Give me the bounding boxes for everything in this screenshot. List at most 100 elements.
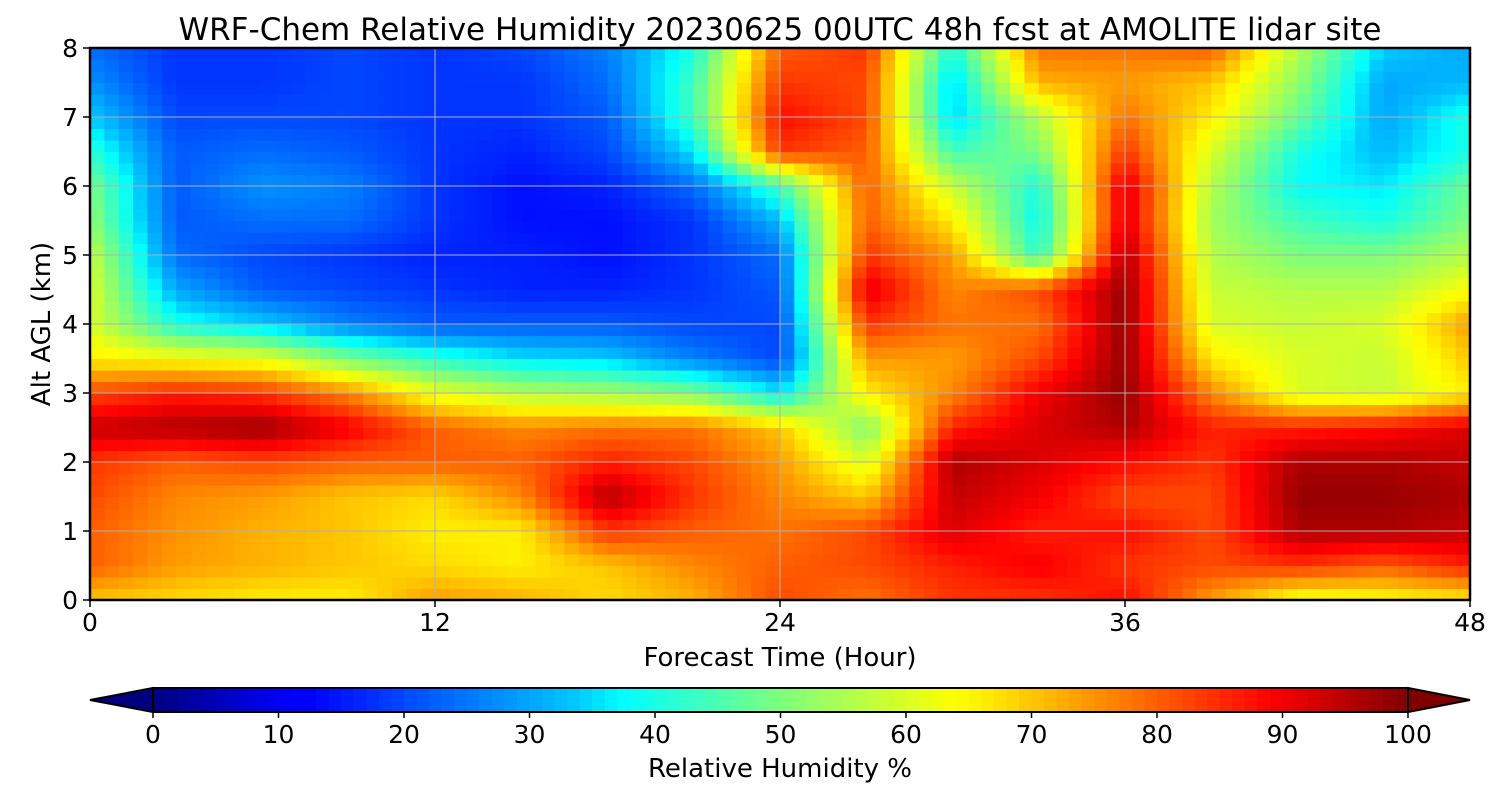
heat-cell <box>823 427 839 440</box>
heat-cell <box>291 450 307 463</box>
heat-cell <box>1010 427 1025 440</box>
heat-cell <box>1268 48 1284 61</box>
heat-cell <box>305 71 321 84</box>
heat-cell <box>952 174 968 187</box>
heat-cell <box>1455 232 1470 245</box>
colorbar-cell <box>391 688 405 712</box>
heat-cell <box>205 312 220 325</box>
heat-cell <box>1125 531 1140 544</box>
heat-cell <box>492 278 508 291</box>
heat-cell <box>895 220 910 233</box>
heat-cell <box>1024 209 1040 222</box>
heat-cell <box>1240 358 1255 371</box>
heat-cell <box>650 186 666 199</box>
heat-cell <box>607 82 623 95</box>
heat-cell <box>104 381 120 394</box>
heat-cell <box>118 232 134 245</box>
heat-cell <box>320 94 335 107</box>
heat-cell <box>248 289 264 302</box>
heat-cell <box>1426 519 1442 532</box>
heat-cell <box>636 255 652 268</box>
heat-cell <box>435 151 450 164</box>
heat-cell <box>722 473 738 486</box>
heat-cell <box>1412 255 1428 268</box>
heat-cell <box>449 416 465 429</box>
heat-cell <box>1369 94 1385 107</box>
heat-cell <box>1311 232 1327 245</box>
heat-cell <box>1211 186 1227 199</box>
heat-cell <box>851 209 867 222</box>
heat-cell <box>334 255 350 268</box>
heat-cell <box>1426 151 1442 164</box>
heat-cell <box>550 393 565 406</box>
heat-cell <box>420 278 436 291</box>
heat-cell <box>736 128 752 141</box>
heat-cell <box>118 94 134 107</box>
heat-cell <box>1153 370 1169 383</box>
heat-cell <box>463 473 479 486</box>
heat-cell <box>1240 462 1255 475</box>
heat-cell <box>320 531 335 544</box>
colorbar-tick-label: 50 <box>765 720 797 749</box>
heat-cell <box>90 358 105 371</box>
heat-cell <box>1196 450 1212 463</box>
heat-cell <box>104 588 120 600</box>
heat-cell <box>190 128 206 141</box>
heat-cell <box>1254 94 1270 107</box>
heat-cell <box>995 427 1011 440</box>
heat-cell <box>492 473 508 486</box>
heat-cell <box>981 140 997 153</box>
heat-cell <box>966 554 982 567</box>
colorbar-cell <box>504 688 518 712</box>
heat-cell <box>363 220 379 233</box>
heat-cell <box>449 439 465 452</box>
heat-cell <box>377 450 393 463</box>
heat-cell <box>621 255 637 268</box>
heat-cell <box>1268 485 1284 498</box>
heat-cell <box>751 381 767 394</box>
heat-cell <box>1225 358 1241 371</box>
heat-cell <box>895 577 910 590</box>
heat-cell <box>320 128 335 141</box>
heat-cell <box>564 531 580 544</box>
heat-cell <box>320 381 335 394</box>
heat-cell <box>1383 94 1399 107</box>
heat-cell <box>406 71 422 84</box>
colorbar-cell <box>1119 688 1133 712</box>
heat-cell <box>118 485 134 498</box>
heat-cell <box>578 128 594 141</box>
heat-cell <box>780 473 795 486</box>
heat-cell <box>1211 324 1227 337</box>
heat-cell <box>463 174 479 187</box>
heat-cell <box>650 450 666 463</box>
heat-cell <box>607 519 623 532</box>
heat-cell <box>866 577 882 590</box>
heat-cell <box>851 577 867 590</box>
heat-cell <box>837 588 853 600</box>
heat-cell <box>90 324 105 337</box>
heat-cell <box>851 232 867 245</box>
heat-cell <box>1283 82 1299 95</box>
heat-cell <box>1369 59 1385 72</box>
heat-cell <box>1426 209 1442 222</box>
heat-cell <box>923 462 939 475</box>
heat-cell <box>1326 450 1342 463</box>
heat-cell <box>1297 186 1313 199</box>
heat-cell <box>1355 450 1370 463</box>
heat-cell <box>1355 404 1370 417</box>
heat-cell <box>1455 439 1470 452</box>
heat-cell <box>736 220 752 233</box>
heat-cell <box>420 393 436 406</box>
heat-cell <box>1038 197 1054 210</box>
heat-cell <box>1125 565 1140 578</box>
colorbar-cell <box>629 688 644 712</box>
heat-cell <box>334 105 350 118</box>
heat-cell <box>938 140 954 153</box>
x-axis: 0 12 24 36 48 <box>82 600 1486 637</box>
heat-cell <box>550 554 565 567</box>
heat-cell <box>1067 301 1083 314</box>
heat-cell <box>1110 255 1126 268</box>
heat-cell <box>679 117 695 130</box>
heat-cell <box>621 266 637 279</box>
heat-cell <box>1196 577 1212 590</box>
